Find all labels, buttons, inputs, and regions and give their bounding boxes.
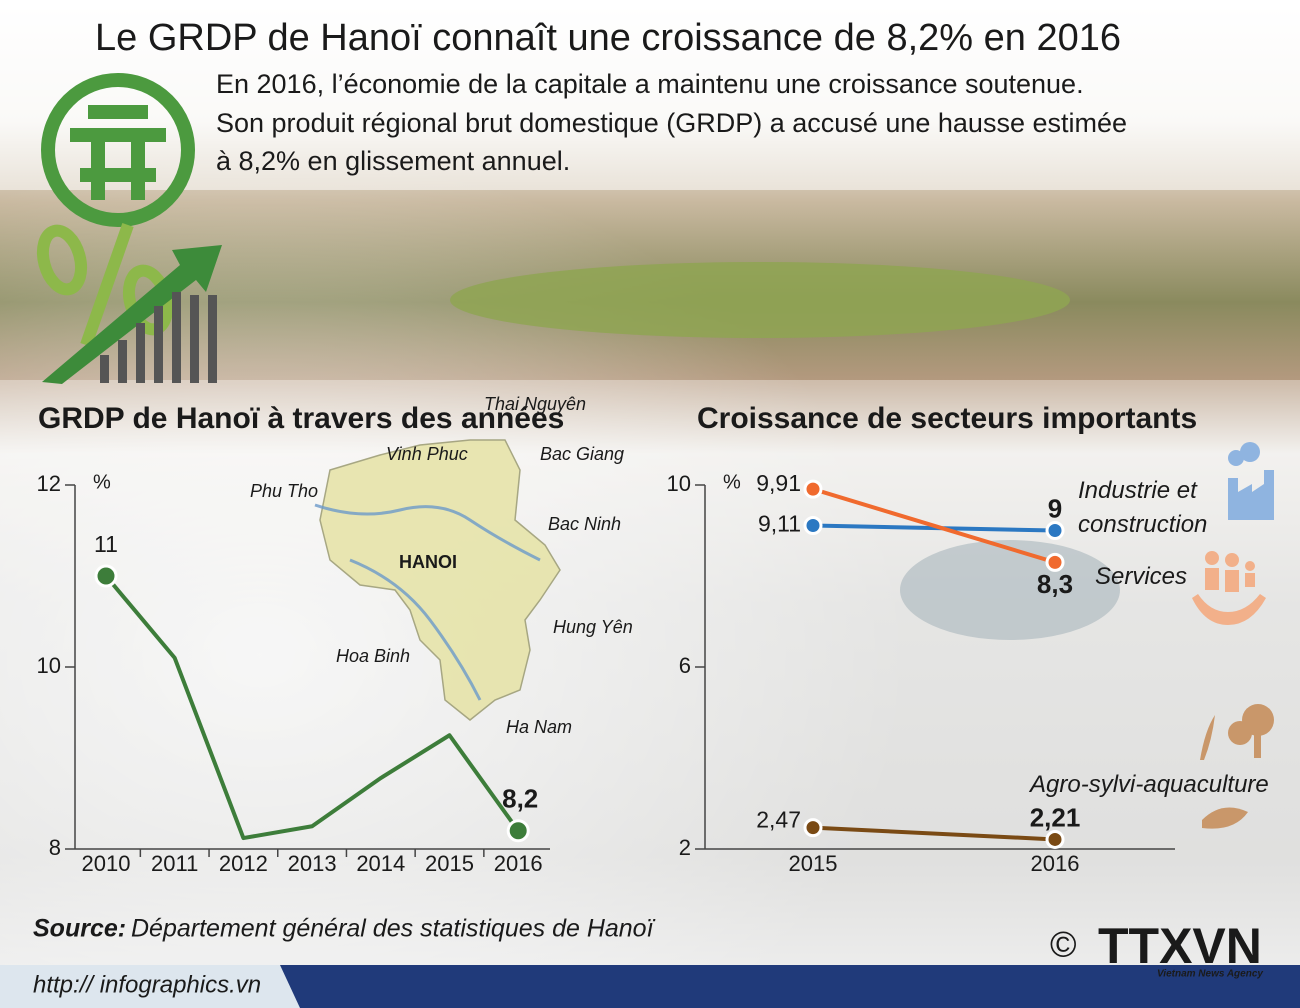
x-tick-label: 2010 xyxy=(82,851,131,876)
data-point xyxy=(1045,829,1065,849)
x-tick-label: 2013 xyxy=(288,851,337,876)
data-label: 9,11 xyxy=(758,511,801,537)
data-label: 11 xyxy=(94,531,118,557)
data-point xyxy=(803,818,823,838)
source-text: Département général des statistiques de … xyxy=(131,915,656,943)
family-icon xyxy=(1192,551,1266,625)
source-label: Source: xyxy=(33,915,126,943)
y-tick-label: 8 xyxy=(49,835,61,860)
chart-title: GRDP de Hanoï à travers des années xyxy=(38,402,564,435)
map-label: Vinh Phuc xyxy=(386,444,468,464)
x-tick-label: 2011 xyxy=(151,851,198,876)
x-tick-label: 2015 xyxy=(789,851,838,876)
intro-line: Son produit régional brut domestique (GR… xyxy=(216,108,1127,138)
y-tick-label: 6 xyxy=(679,653,691,678)
y-axis-label: % xyxy=(723,471,741,493)
y-tick-label: 10 xyxy=(667,471,691,496)
map-label: Ha Nam xyxy=(506,717,572,737)
map-rivers xyxy=(314,503,541,701)
y-tick-label: 12 xyxy=(37,471,61,496)
data-point xyxy=(803,479,823,499)
intro-line: à 8,2% en glissement annuel. xyxy=(216,146,570,176)
map-label: Bac Giang xyxy=(540,444,624,464)
data-line xyxy=(812,523,1056,533)
data-point xyxy=(1045,521,1065,540)
x-tick-label: 2014 xyxy=(356,851,405,876)
map-label: Thai Nguyên xyxy=(484,394,586,414)
legend-entry: Services xyxy=(1095,563,1188,590)
map-label: HANOI xyxy=(399,552,457,572)
data-point xyxy=(94,564,118,588)
x-tick-label: 2012 xyxy=(219,851,268,876)
data-label: 8,3 xyxy=(1037,569,1073,599)
data-line xyxy=(104,574,520,841)
map-label: Hung Yên xyxy=(553,617,633,637)
intro-line: En 2016, l’économie de la capitale a mai… xyxy=(216,69,1084,99)
chart-title: Croissance de secteurs importants xyxy=(697,402,1197,435)
x-tick-label: 2016 xyxy=(494,851,543,876)
footer-band xyxy=(280,965,1300,1008)
hanoi-map xyxy=(319,439,561,721)
data-label: 9 xyxy=(1048,493,1062,523)
hanoi-emblem xyxy=(41,73,195,227)
data-line xyxy=(812,825,1056,842)
lake xyxy=(450,262,1070,338)
copyright: © xyxy=(1050,924,1077,965)
page-title: Le GRDP de Hanoï connaît une croissance … xyxy=(95,17,1121,59)
map-label: Hoa Binh xyxy=(336,646,410,666)
x-tick-label: 2015 xyxy=(425,851,474,876)
agro-icon xyxy=(1200,704,1274,829)
legend-entry: Industrie et construction xyxy=(1078,477,1208,538)
data-label: 9,91 xyxy=(756,470,801,496)
logo: TTXVN xyxy=(1098,918,1262,974)
growth-arrow xyxy=(42,245,222,384)
lake-2 xyxy=(900,540,1120,640)
data-point xyxy=(1045,552,1065,572)
map-label: Phu Tho xyxy=(250,481,318,501)
data-label: 8,2 xyxy=(502,784,538,814)
y-tick-label: 10 xyxy=(37,653,61,678)
data-point xyxy=(506,819,530,843)
legend-entry: Agro-sylvi-aquaculture xyxy=(1030,771,1269,798)
url-band xyxy=(0,965,300,1008)
y-axis-label: % xyxy=(93,471,111,493)
map-label: Bac Ninh xyxy=(548,514,621,534)
data-label: 2,47 xyxy=(756,807,801,833)
footer-url: http:// infographics.vn xyxy=(33,971,261,998)
data-line xyxy=(812,487,1056,565)
factory-icon xyxy=(1228,442,1274,520)
header-fade xyxy=(0,0,1300,190)
data-point xyxy=(803,515,823,535)
lower-fade xyxy=(0,380,1300,1000)
agency: Vietnam News Agency xyxy=(1157,969,1263,980)
x-tick-label: 2016 xyxy=(1031,851,1080,876)
y-tick-label: 2 xyxy=(679,835,691,860)
data-label: 2,21 xyxy=(1030,802,1081,832)
